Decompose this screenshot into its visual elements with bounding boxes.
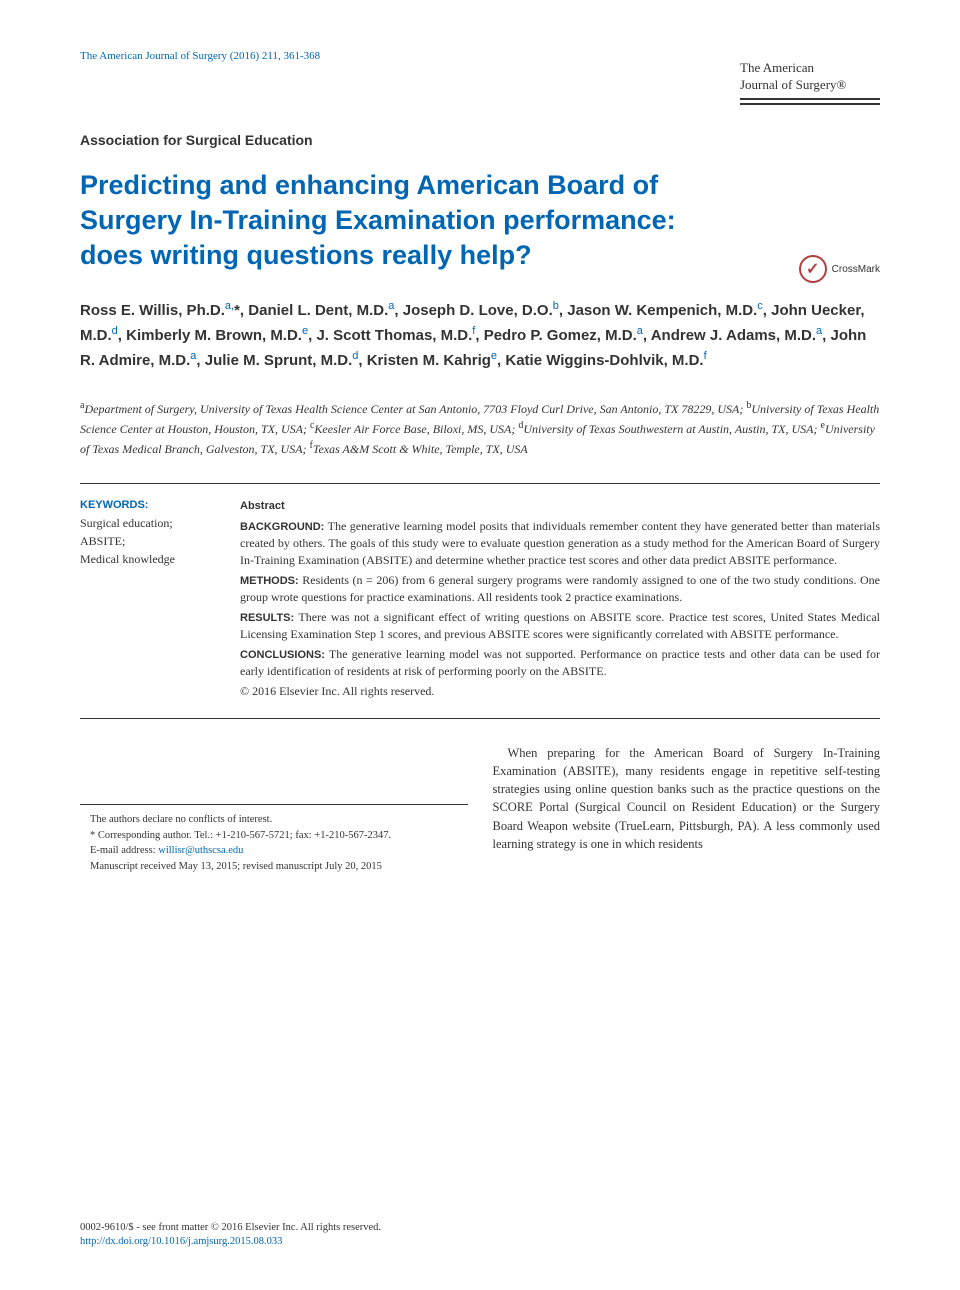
article-title: Predicting and enhancing American Board … <box>80 168 880 273</box>
body-right-column: When preparing for the American Board of… <box>493 744 881 876</box>
footnote-manuscript: Manuscript received May 13, 2015; revise… <box>80 860 468 875</box>
footnote-email-link[interactable]: willisr@uthscsa.edu <box>158 845 243 856</box>
crossmark-icon: ✓ <box>799 255 827 283</box>
body-paragraph: When preparing for the American Board of… <box>493 744 881 853</box>
abstract-container: KEYWORDS: Surgical education;ABSITE;Medi… <box>80 483 880 719</box>
abstract-copyright: © 2016 Elsevier Inc. All rights reserved… <box>240 683 880 700</box>
keywords-heading: KEYWORDS: <box>80 499 220 511</box>
keywords-column: KEYWORDS: Surgical education;ABSITE;Medi… <box>80 499 240 703</box>
abstract-column: Abstract BACKGROUND: The generative lear… <box>240 499 880 703</box>
abstract-section: CONCLUSIONS: The generative learning mod… <box>240 646 880 680</box>
abstract-section: METHODS: Residents (n = 206) from 6 gene… <box>240 572 880 606</box>
keywords-list: Surgical education;ABSITE;Medical knowle… <box>80 514 220 568</box>
page-footer: 0002-9610/$ - see front matter © 2016 El… <box>80 1221 381 1250</box>
journal-brand-box: The American Journal of Surgery® <box>740 60 880 105</box>
journal-brand-text: The American Journal of Surgery® <box>740 60 880 100</box>
footer-issn: 0002-9610/$ - see front matter © 2016 El… <box>80 1221 381 1236</box>
authors-list: Ross E. Willis, Ph.D.a,*, Daniel L. Dent… <box>80 298 880 373</box>
abstract-section: RESULTS: There was not a significant eff… <box>240 609 880 643</box>
journal-brand-line1: The American <box>740 60 814 75</box>
journal-brand-line2: Journal of Surgery® <box>740 77 846 92</box>
footnote-email-label: E-mail address: <box>90 845 158 856</box>
footnote-conflict: The authors declare no conflicts of inte… <box>80 813 468 828</box>
abstract-section: BACKGROUND: The generative learning mode… <box>240 518 880 569</box>
crossmark-badge[interactable]: ✓ CrossMark <box>799 255 880 283</box>
crossmark-label: CrossMark <box>832 264 880 275</box>
journal-brand-divider <box>740 103 880 105</box>
affiliations: aDepartment of Surgery, University of Te… <box>80 398 880 458</box>
body-columns: The authors declare no conflicts of inte… <box>80 744 880 876</box>
body-left-column: The authors declare no conflicts of inte… <box>80 744 468 876</box>
abstract-heading: Abstract <box>240 499 880 514</box>
footnote-corresponding: * Corresponding author. Tel.: +1-210-567… <box>80 829 468 844</box>
footnote-email: E-mail address: willisr@uthscsa.edu <box>80 844 468 859</box>
section-label: Association for Surgical Education <box>80 132 880 148</box>
footer-doi-link[interactable]: http://dx.doi.org/10.1016/j.amjsurg.2015… <box>80 1235 381 1250</box>
footnotes-block: The authors declare no conflicts of inte… <box>80 804 468 875</box>
